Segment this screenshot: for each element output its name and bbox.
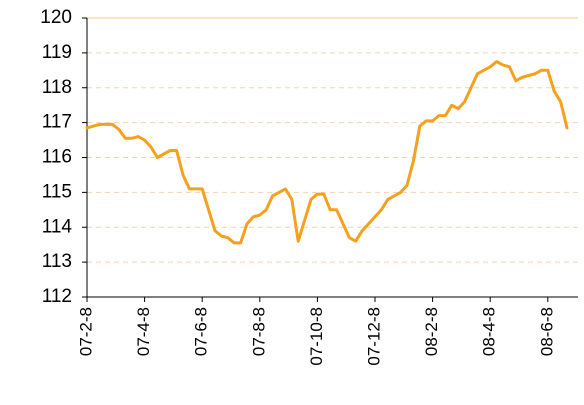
- x-tick-label: 07-6-8: [192, 307, 211, 356]
- x-tick-label: 08-2-8: [422, 307, 441, 356]
- x-tick-label: 08-4-8: [480, 307, 499, 356]
- y-tick-label: 113: [42, 251, 72, 272]
- data-line: [85, 60, 569, 245]
- x-tick-label: 08-6-8: [537, 307, 556, 356]
- x-tick-label: 07-2-8: [76, 307, 95, 356]
- y-tick-label: 120: [40, 7, 72, 28]
- y-tick-label: 116: [42, 147, 72, 168]
- x-tick-label: 07-4-8: [134, 307, 153, 356]
- y-tick-label: 115: [42, 181, 72, 202]
- y-tick-label: 112: [42, 286, 72, 307]
- y-tick-label: 117: [42, 112, 72, 133]
- x-tick-label: 07-10-8: [307, 307, 326, 366]
- y-tick-label: 118: [42, 77, 72, 98]
- y-tick-label: 114: [42, 216, 73, 237]
- x-tick-label: 07-8-8: [249, 307, 268, 356]
- y-tick-label: 119: [42, 42, 72, 63]
- x-tick-label: 07-12-8: [364, 307, 383, 366]
